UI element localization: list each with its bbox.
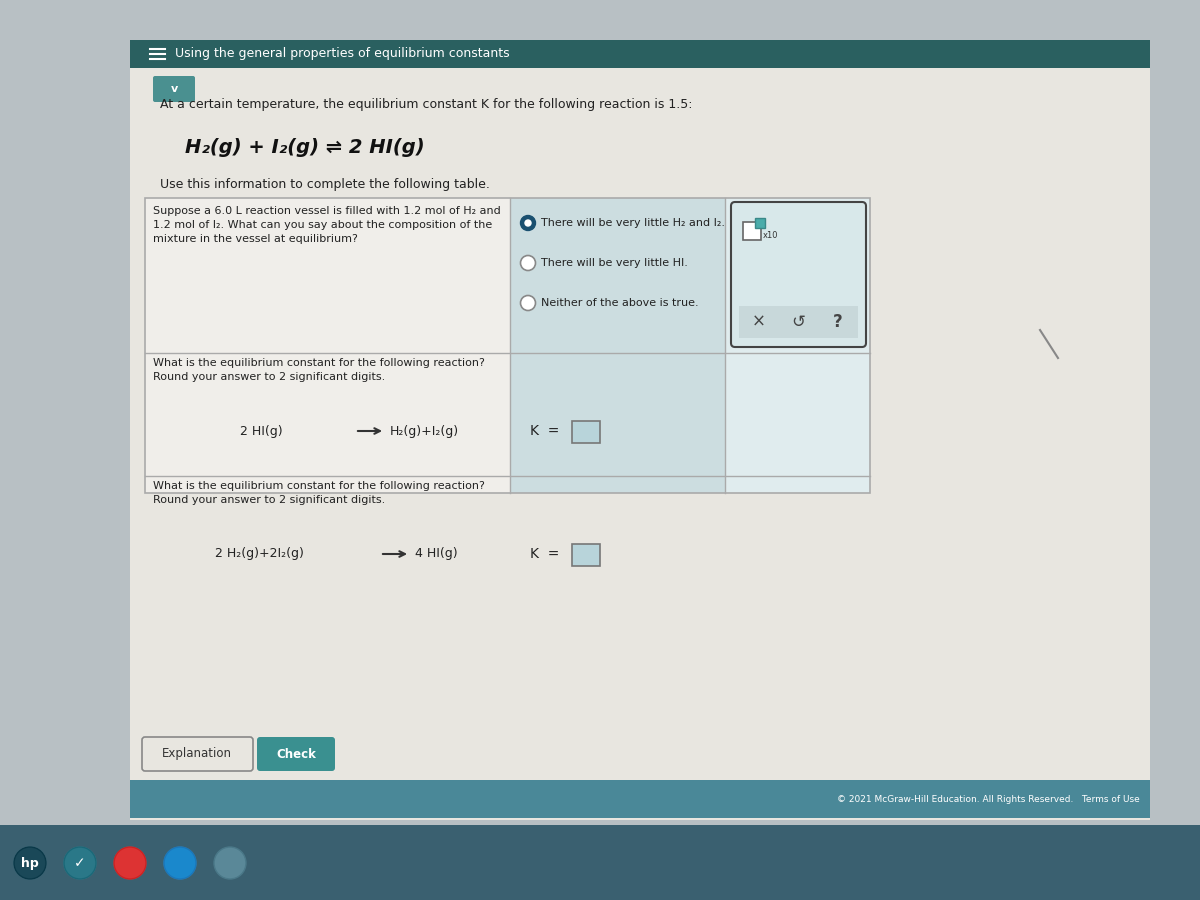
Text: At a certain temperature, the equilibrium constant K for the following reaction : At a certain temperature, the equilibriu… bbox=[160, 98, 692, 111]
Text: Explanation: Explanation bbox=[162, 748, 232, 760]
Bar bbox=[510, 198, 725, 493]
Circle shape bbox=[64, 847, 96, 879]
Text: Check: Check bbox=[276, 748, 316, 760]
Text: ×: × bbox=[752, 313, 766, 331]
Bar bbox=[130, 40, 1150, 68]
Circle shape bbox=[164, 847, 196, 879]
Text: x10: x10 bbox=[763, 231, 779, 240]
Text: What is the equilibrium constant for the following reaction?
Round your answer t: What is the equilibrium constant for the… bbox=[154, 481, 485, 505]
Text: Using the general properties of equilibrium constants: Using the general properties of equilibr… bbox=[175, 48, 510, 60]
Text: Suppose a 6.0 L reaction vessel is filled with 1.2 mol of H₂ and
1.2 mol of I₂. : Suppose a 6.0 L reaction vessel is fille… bbox=[154, 206, 500, 244]
Bar bbox=[145, 198, 510, 493]
Bar bbox=[0, 825, 1200, 900]
FancyBboxPatch shape bbox=[154, 76, 194, 102]
Circle shape bbox=[114, 847, 146, 879]
Circle shape bbox=[14, 847, 46, 879]
Circle shape bbox=[526, 220, 530, 226]
Text: ✓: ✓ bbox=[74, 856, 86, 870]
Text: H₂(g)+I₂(g): H₂(g)+I₂(g) bbox=[390, 425, 460, 437]
Bar bbox=[130, 780, 1150, 818]
Text: K  =: K = bbox=[530, 424, 559, 438]
Text: K  =: K = bbox=[530, 547, 559, 561]
Circle shape bbox=[64, 847, 96, 879]
Text: There will be very little H₂ and I₂.: There will be very little H₂ and I₂. bbox=[541, 218, 725, 228]
FancyBboxPatch shape bbox=[731, 202, 866, 347]
Circle shape bbox=[521, 215, 535, 230]
Text: There will be very little HI.: There will be very little HI. bbox=[541, 258, 688, 268]
Text: Use this information to complete the following table.: Use this information to complete the fol… bbox=[160, 178, 490, 191]
Text: 2 HI(g): 2 HI(g) bbox=[240, 425, 283, 437]
FancyBboxPatch shape bbox=[142, 737, 253, 771]
Bar bbox=[572, 544, 600, 566]
Bar bbox=[572, 421, 600, 443]
Text: What is the equilibrium constant for the following reaction?
Round your answer t: What is the equilibrium constant for the… bbox=[154, 358, 485, 382]
Circle shape bbox=[14, 847, 46, 879]
Bar bbox=[739, 306, 858, 338]
Text: v: v bbox=[170, 84, 178, 94]
Text: 4 HI(g): 4 HI(g) bbox=[415, 547, 457, 561]
Text: ?: ? bbox=[833, 313, 844, 331]
Bar bbox=[725, 198, 870, 493]
Text: ↺: ↺ bbox=[792, 313, 805, 331]
Bar bbox=[145, 198, 870, 493]
Circle shape bbox=[521, 256, 535, 271]
Text: 2 H₂(g)+2I₂(g): 2 H₂(g)+2I₂(g) bbox=[215, 547, 304, 561]
Circle shape bbox=[164, 847, 196, 879]
Circle shape bbox=[114, 847, 146, 879]
Text: H₂(g) + I₂(g) ⇌ 2 HI(g): H₂(g) + I₂(g) ⇌ 2 HI(g) bbox=[185, 138, 425, 157]
Bar bbox=[755, 218, 766, 228]
Text: hp: hp bbox=[22, 857, 38, 869]
Bar bbox=[743, 222, 761, 240]
Text: © 2021 McGraw-Hill Education. All Rights Reserved.   Terms of Use: © 2021 McGraw-Hill Education. All Rights… bbox=[838, 795, 1140, 804]
Circle shape bbox=[214, 847, 246, 879]
Text: Neither of the above is true.: Neither of the above is true. bbox=[541, 298, 698, 308]
Circle shape bbox=[521, 295, 535, 310]
FancyBboxPatch shape bbox=[257, 737, 335, 771]
Bar bbox=[130, 40, 1150, 820]
